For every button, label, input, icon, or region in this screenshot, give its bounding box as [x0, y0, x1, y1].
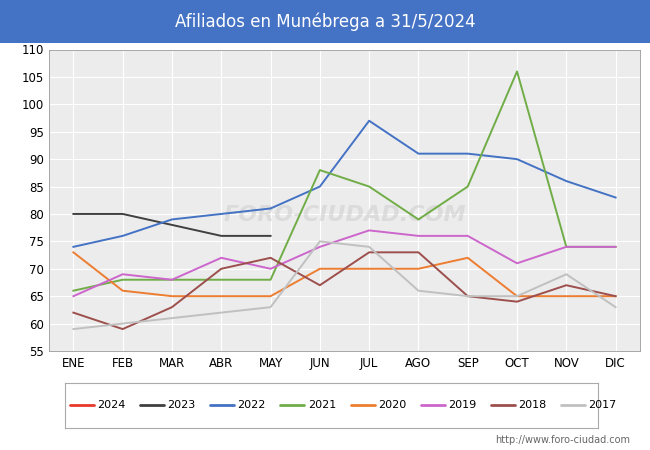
Text: 2023: 2023	[168, 400, 196, 410]
Text: FORO-CIUDAD.COM: FORO-CIUDAD.COM	[223, 205, 466, 225]
Text: 2022: 2022	[238, 400, 266, 410]
Text: 2021: 2021	[307, 400, 336, 410]
Text: 2018: 2018	[518, 400, 546, 410]
Text: http://www.foro-ciudad.com: http://www.foro-ciudad.com	[495, 435, 630, 445]
Text: Afiliados en Munébrega a 31/5/2024: Afiliados en Munébrega a 31/5/2024	[175, 12, 475, 31]
Text: 2019: 2019	[448, 400, 476, 410]
Text: 2020: 2020	[378, 400, 406, 410]
Text: 2024: 2024	[98, 400, 126, 410]
Text: 2017: 2017	[588, 400, 616, 410]
